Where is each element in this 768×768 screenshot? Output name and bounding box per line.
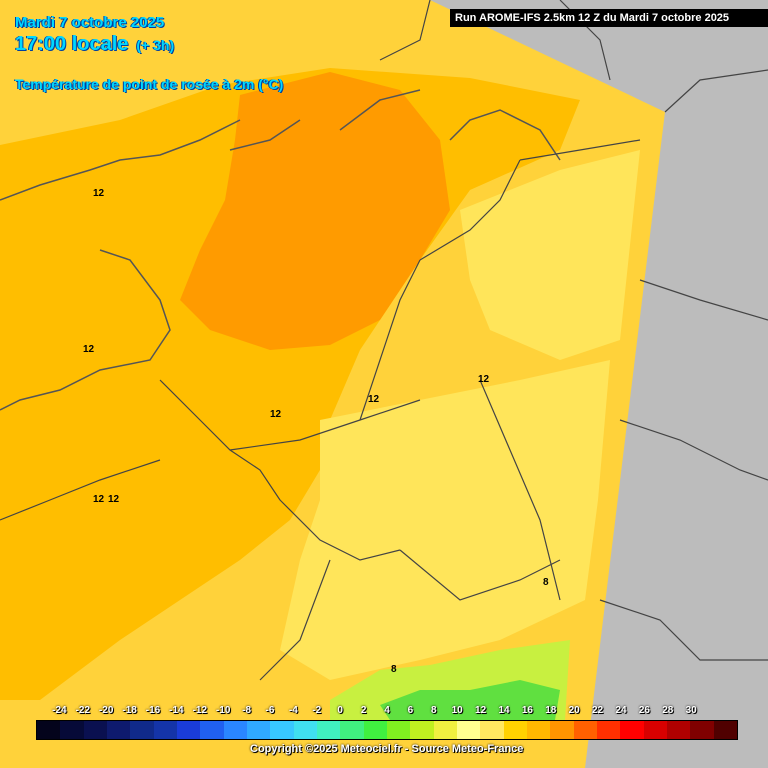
legend-swatch [386, 721, 411, 739]
legend-swatch [550, 721, 574, 739]
legend-swatch [690, 721, 714, 739]
legend-tick-label: 6 [407, 705, 414, 716]
legend-tick-label: -4 [288, 705, 298, 716]
legend-swatch [433, 721, 457, 739]
country-borders [0, 139, 768, 681]
legend-tick-label: -10 [215, 705, 231, 716]
legend-tick-label: 4 [384, 705, 390, 716]
legend-tick-label: -16 [145, 705, 161, 716]
legend-tick-label: -14 [169, 705, 184, 716]
outer-borders [379, 0, 768, 321]
dewpoint-zone-low [280, 360, 610, 680]
legend-tick-label: 24 [615, 705, 627, 716]
dewpoint-zone-high [180, 72, 450, 350]
legend-tick-label: 0 [337, 705, 343, 716]
legend-swatch [503, 721, 527, 739]
coastline [0, 89, 561, 411]
contour-label: 12 [93, 188, 105, 199]
legend-swatch [37, 721, 61, 739]
legend-swatch [713, 721, 737, 739]
legend-swatch [106, 721, 131, 739]
contour-label: 12 [83, 344, 95, 355]
legend-swatch [526, 721, 551, 739]
legend-swatch [596, 721, 621, 739]
legend-swatch [130, 721, 154, 739]
legend-swatch [270, 721, 294, 739]
legend-swatch [456, 721, 481, 739]
legend-tick-label: 18 [545, 705, 557, 716]
parameter-title: Température de point de rosée à 2m (°C) [15, 76, 284, 92]
legend-swatch [340, 721, 364, 739]
legend-tick-label: 10 [451, 705, 463, 716]
run-info: Run AROME-IFS 2.5km 12 Z du Mardi 7 octo… [450, 9, 768, 27]
copyright: Copyright ©2025 Meteociel.fr - Source Me… [250, 743, 524, 755]
legend-tick-label: 16 [521, 705, 533, 716]
contour-label: 8 [543, 577, 549, 588]
legend-ticks: -24 -22 -20 -18 -16 -14 -12 -10 -8 -6 -4 -2 0 2 4 6 8 10 1… [0, 705, 768, 719]
contour-label: 12 [108, 494, 120, 505]
contour-label: 12 [270, 409, 282, 420]
contour-label: 12 [368, 394, 380, 405]
legend-swatch [573, 721, 597, 739]
legend-swatch [363, 721, 387, 739]
legend-swatch [620, 721, 644, 739]
legend-swatch [200, 721, 224, 739]
dewpoint-zone-alps-cold [380, 680, 560, 720]
legend-tick-label: 12 [475, 705, 487, 716]
forecast-time: 17:00 locale (+ 3h) [15, 33, 174, 56]
forecast-date: Mardi 7 octobre 2025 [15, 14, 165, 31]
legend-tick-label: -18 [122, 705, 137, 716]
contour-label: 12 [478, 374, 490, 385]
legend-swatch [246, 721, 271, 739]
legend-tick-label: -22 [75, 705, 91, 716]
legend-swatch [643, 721, 667, 739]
legend-tick-label: 30 [685, 705, 697, 716]
legend-tick-label: -20 [98, 705, 114, 716]
legend-tick-label: 8 [431, 705, 437, 716]
dewpoint-zone-low-east [460, 150, 640, 360]
legend-swatch [666, 721, 691, 739]
legend-tick-label: -8 [242, 705, 252, 716]
legend-tick-label: 2 [360, 705, 367, 716]
legend-tick-label: 20 [568, 705, 580, 716]
legend-tick-label: -12 [192, 705, 208, 716]
contour-label: 8 [391, 664, 397, 675]
legend-swatch [223, 721, 247, 739]
contour-label: 12 [93, 494, 105, 505]
lead-time: (+ 3h) [136, 37, 175, 53]
legend-tick-label: 28 [662, 705, 674, 716]
time-label: 17:00 locale [15, 33, 129, 55]
legend-swatch [60, 721, 84, 739]
legend-tick-label: 26 [638, 705, 650, 716]
legend-swatch [153, 721, 177, 739]
legend-tick-label: -24 [52, 705, 67, 716]
legend-tick-label: 22 [592, 705, 604, 716]
legend-swatch [480, 721, 504, 739]
legend-tick-label: -2 [312, 705, 322, 716]
legend-swatch [83, 721, 107, 739]
legend-tick-label: -6 [265, 705, 275, 716]
color-legend [36, 720, 738, 740]
legend-swatch [410, 721, 434, 739]
legend-swatch [316, 721, 341, 739]
legend-tick-label: 14 [498, 705, 510, 716]
legend-swatch [293, 721, 317, 739]
contour-labels: 12 12 12 12 12 12 12 8 8 [83, 188, 549, 675]
legend-swatch [176, 721, 201, 739]
